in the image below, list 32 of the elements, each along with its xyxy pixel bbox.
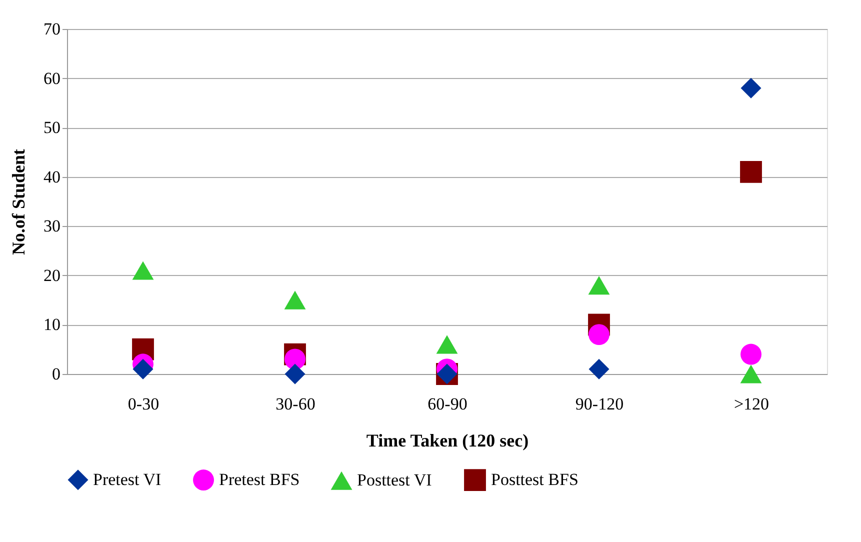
point: [132, 358, 154, 380]
y-tick-label: 0: [52, 364, 60, 384]
point: [740, 78, 762, 98]
legend-label: Posttest BFS: [491, 470, 578, 490]
legend-label: Pretest BFS: [219, 470, 300, 490]
legend-label: Posttest VI: [357, 470, 432, 490]
x-axis-title: Time Taken (120 sec): [366, 430, 529, 450]
point: [284, 290, 306, 310]
y-tick-label: 20: [44, 266, 60, 285]
point: [284, 348, 306, 370]
y-tick-label: 60: [44, 68, 60, 88]
y-tick-label: 50: [44, 118, 60, 138]
x-tick-label: 0-30: [128, 394, 160, 414]
x-tick-label: 60-90: [428, 394, 468, 414]
x-tick-label: >120: [734, 394, 770, 414]
y-axis-title: No.of Student: [8, 148, 28, 256]
x-tick-label: 90-120: [575, 394, 624, 414]
y-tick-label: 70: [44, 20, 60, 38]
y-tick-label: 10: [44, 315, 60, 334]
point: [588, 324, 610, 346]
legend-label: Pretest VI: [93, 470, 162, 489]
point: [740, 344, 762, 365]
y-tick-label: 40: [44, 167, 60, 186]
y-tick-label: 30: [44, 216, 60, 236]
point: [740, 160, 762, 183]
x-tick-label: 30-60: [276, 394, 316, 414]
point: [588, 358, 610, 380]
point: [740, 364, 762, 384]
point: [588, 276, 610, 295]
point: [132, 261, 154, 280]
point: [284, 364, 306, 384]
point: [436, 335, 458, 354]
